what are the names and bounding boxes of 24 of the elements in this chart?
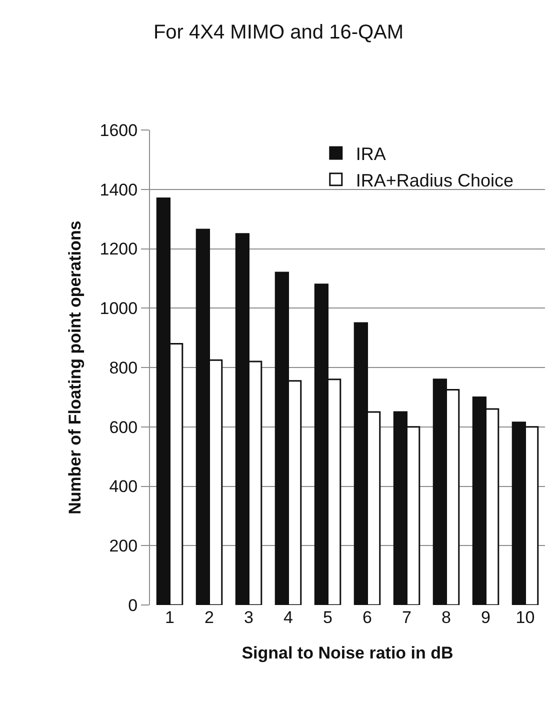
y-tick-label: 0 [128, 596, 138, 615]
y-tick-label: 1000 [100, 299, 138, 318]
x-axis-title: Signal to Noise ratio in dB [242, 643, 454, 662]
x-tick-label: 1 [165, 608, 174, 627]
y-tick-label: 1400 [100, 180, 138, 200]
legend-label: IRA+Radius Choice [356, 170, 514, 190]
y-tick-label: 1600 [100, 120, 138, 140]
y-tick-label: 600 [109, 418, 138, 437]
x-tick-label: 9 [481, 608, 490, 627]
x-tick-label: 8 [442, 608, 451, 627]
y-tick-label: 1200 [100, 240, 138, 259]
y-tick-label: 800 [109, 358, 138, 378]
chart-title: For 4X4 MIMO and 16-QAM [153, 22, 404, 44]
x-tick-label: 7 [402, 608, 412, 627]
legend-label: IRA [356, 144, 386, 164]
x-tick-label: 2 [204, 608, 214, 627]
x-tick-label: 6 [362, 608, 372, 627]
x-tick-label: 4 [284, 608, 293, 627]
y-tick-label: 400 [109, 477, 138, 496]
x-tick-label: 10 [516, 608, 535, 627]
y-tick-label: 200 [109, 536, 138, 556]
x-tick-label: 3 [244, 608, 254, 627]
y-axis-title: Number of Floating point operations [65, 220, 84, 514]
x-tick-label: 5 [323, 608, 332, 627]
